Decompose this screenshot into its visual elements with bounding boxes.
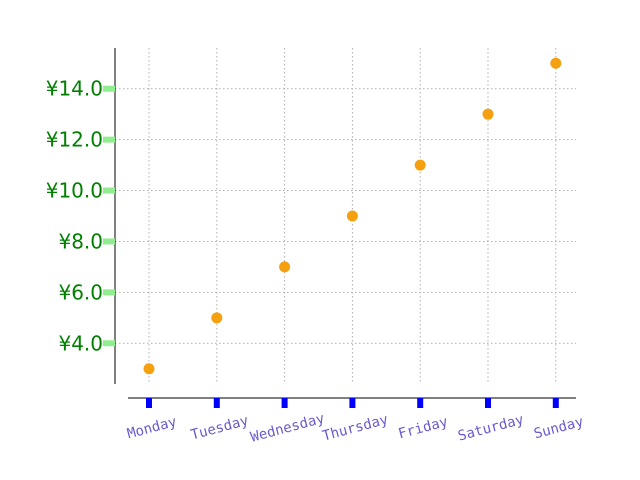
- x-tick-mark: [146, 398, 152, 408]
- x-tick-mark: [281, 398, 288, 408]
- data-points: [143, 57, 562, 375]
- x-tick-mark: [349, 398, 356, 408]
- y-tick-mark: [103, 187, 115, 194]
- y-tick-mark: [103, 289, 115, 296]
- y-tick-label: ¥8.0: [58, 229, 103, 253]
- y-tick-label: ¥4.0: [58, 331, 103, 355]
- y-tick-label: ¥6.0: [58, 280, 103, 304]
- x-tick-label: Sunday: [532, 414, 585, 443]
- y-tick-mark: [103, 238, 115, 245]
- data-point: [211, 312, 223, 324]
- x-tick-label: Monday: [125, 414, 178, 443]
- x-tick-label: Thursday: [321, 412, 390, 445]
- x-tick-label: Wednesday: [249, 411, 326, 446]
- x-tick-mark: [552, 398, 559, 408]
- x-tick-mark: [485, 398, 491, 408]
- data-point: [414, 159, 426, 171]
- x-tick-label: Tuesday: [189, 413, 250, 444]
- grid-lines: [115, 48, 576, 384]
- x-tick-label: Saturday: [456, 412, 525, 445]
- data-point: [550, 57, 562, 69]
- y-ticks: ¥4.0 ¥6.0 ¥8.0 ¥10.0 ¥12.0 ¥14.0: [46, 77, 115, 355]
- data-point: [143, 363, 155, 375]
- data-point: [346, 210, 358, 222]
- data-point: [279, 261, 291, 273]
- y-tick-label: ¥10.0: [46, 179, 103, 203]
- y-tick-mark: [103, 340, 115, 347]
- y-tick-label: ¥12.0: [46, 128, 103, 152]
- x-tick-mark: [213, 398, 220, 408]
- x-tick-label: Friday: [397, 414, 450, 443]
- y-tick-label: ¥14.0: [46, 77, 103, 101]
- y-tick-mark: [103, 136, 115, 143]
- x-tick-mark: [417, 398, 424, 408]
- y-tick-mark: [103, 85, 115, 92]
- data-point: [482, 108, 494, 120]
